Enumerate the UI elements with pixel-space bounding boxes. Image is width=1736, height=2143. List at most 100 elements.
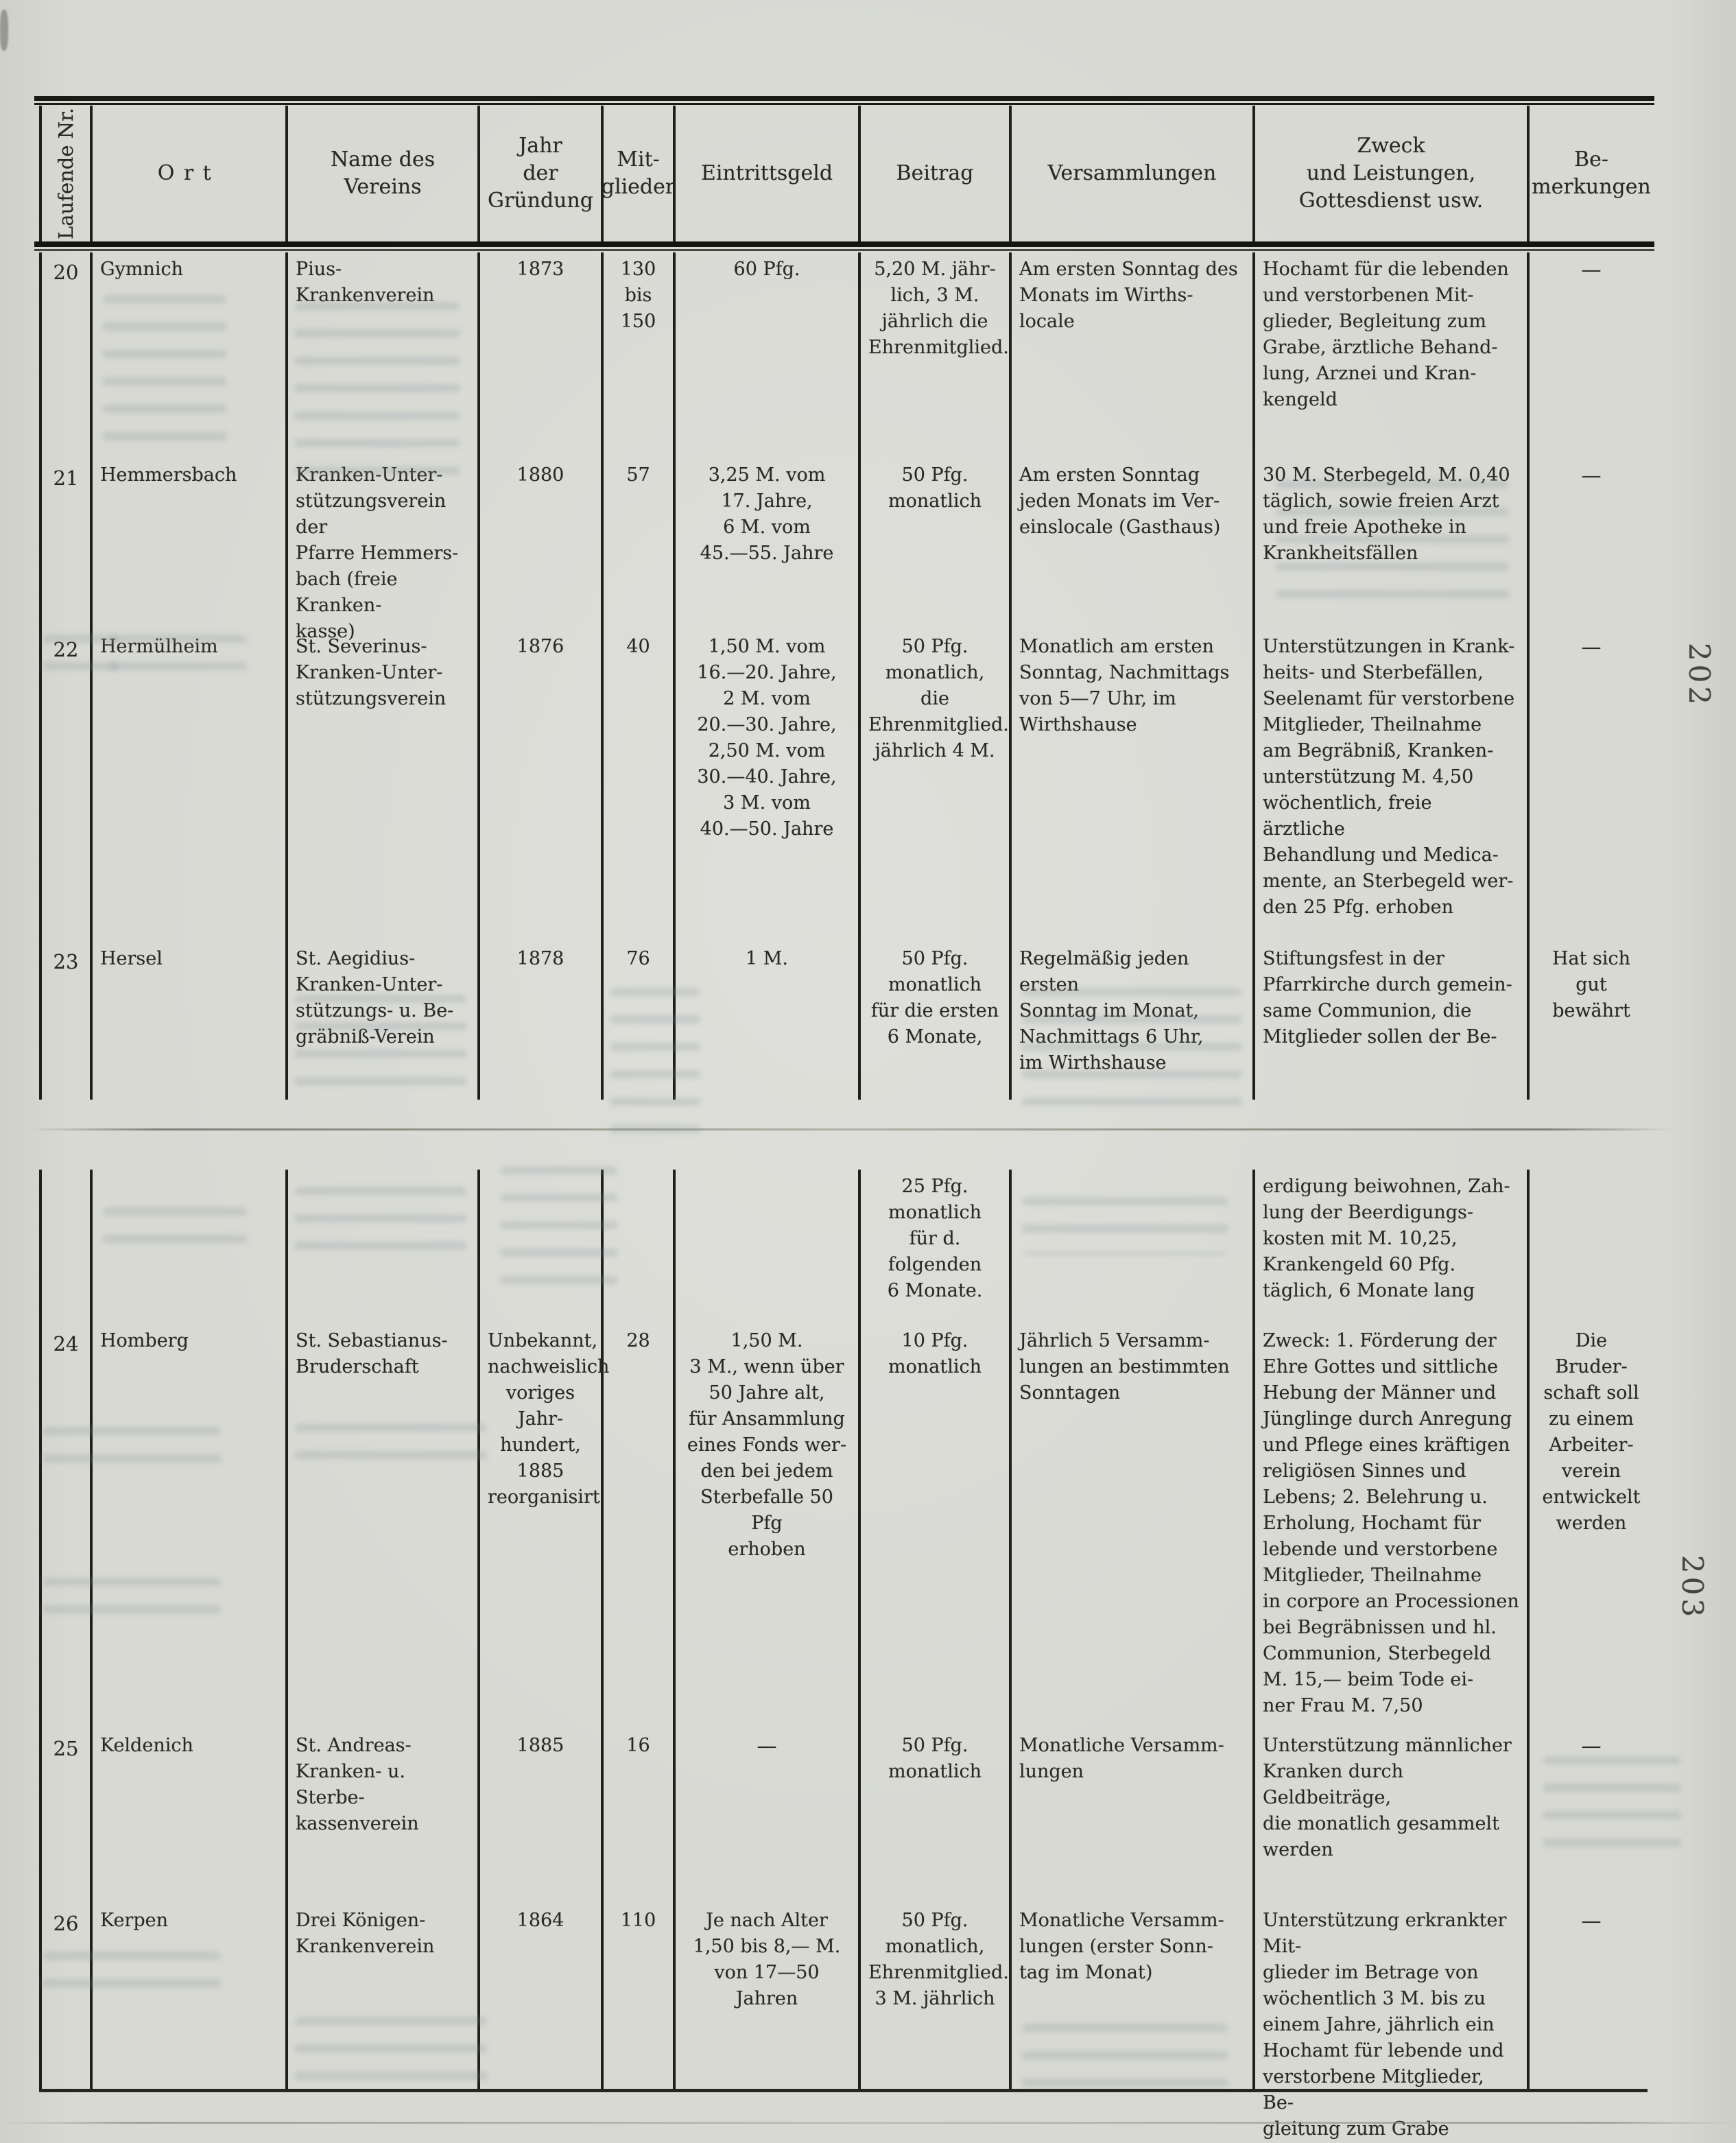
header-jahr-der-gruendung: Jahr der Gründung — [480, 106, 604, 241]
cell-zweck: Unterstützung männlicher Kranken durch G… — [1255, 1729, 1530, 1904]
cell-bemerkungen: — — [1581, 1909, 1602, 1932]
cell-zweck: Unterstützungen in Krank- heits- und Ste… — [1255, 630, 1530, 942]
cell-empty — [288, 1170, 480, 1324]
cell-versammlungen: Am ersten Sonntag jeden Monats im Ver- e… — [1012, 458, 1255, 630]
header-eintrittsgeld: Eintrittsgeld — [676, 106, 861, 241]
cell-zweck: Stiftungsfest in der Pfarrkirche durch g… — [1255, 942, 1530, 1100]
cell-zweck: 30 M. Sterbegeld, M. 0,40 täglich, sowie… — [1255, 458, 1530, 630]
header-zweck: Zweck und Leistungen, Gottesdienst usw. — [1255, 106, 1530, 241]
cell-ort: Homberg — [93, 1324, 288, 1729]
cell-ort: Hemmersbach — [93, 458, 288, 630]
cell-name: St. Andreas- Kranken- u. Sterbe- kassenv… — [288, 1729, 480, 1904]
cell-empty — [604, 1170, 676, 1324]
header-ort: Ort — [93, 106, 288, 241]
cell-mitglieder: 16 — [604, 1729, 676, 1904]
page-fold-crease — [27, 1128, 1674, 1130]
cell-beitrag: 10 Pfg. monatlich — [861, 1324, 1012, 1729]
cell-beitrag-continuation: 25 Pfg. monatlich für d. folgenden 6 Mon… — [861, 1170, 1012, 1324]
page-number-right: 203 — [1676, 1554, 1710, 1621]
cell-versammlungen: Am ersten Sonntag des Monats im Wirths- … — [1012, 252, 1255, 458]
cell-empty — [1012, 1170, 1255, 1324]
cell-zweck: Hochamt für die lebenden und verstorbene… — [1255, 252, 1530, 458]
cell-name: Drei Königen- Krankenverein — [288, 1904, 480, 2089]
cell-ort: Keldenich — [93, 1729, 288, 1904]
cell-jahr: 1880 — [480, 458, 604, 630]
cell-bemerkungen: — — [1581, 635, 1602, 659]
cell-beitrag: 5,20 M. jähr- lich, 3 M. jährlich die Eh… — [861, 252, 1012, 458]
cell-jahr: Unbekannt, nachweislich voriges Jahr- hu… — [480, 1324, 609, 1729]
cell-nr: 21 — [39, 458, 93, 630]
table-header: Laufende Nr. Ort Name des Vereins Jahr d… — [39, 106, 1653, 241]
cell-bemerkungen: Die Bruder- schaft soll zu einem Arbeite… — [1542, 1330, 1641, 1534]
cell-eintrittsgeld: 1,50 M. 3 M., wenn über 50 Jahre alt, fü… — [676, 1324, 861, 1729]
cell-mitglieder: 110 — [604, 1904, 676, 2089]
cell-mitglieder: 28 — [604, 1324, 676, 1729]
cell-name: St. Sebastianus- Bruderschaft — [288, 1324, 480, 1729]
cell-versammlungen: Monatliche Versamm- lungen (erster Sonn-… — [1012, 1904, 1255, 2089]
cell-versammlungen: Monatlich am ersten Sonntag, Nachmittags… — [1012, 630, 1255, 942]
cell-name: St. Aegidius- Kranken-Unter- stützungs- … — [288, 942, 480, 1100]
cell-nr: 24 — [39, 1324, 93, 1729]
cell-empty — [480, 1170, 604, 1324]
cell-versammlungen: Jährlich 5 Versamm- lungen an bestimmten… — [1012, 1324, 1255, 1729]
cell-jahr: 1878 — [480, 942, 604, 1100]
cell-jahr: 1885 — [480, 1729, 604, 1904]
cell-eintrittsgeld: 60 Pfg. — [676, 252, 861, 458]
cell-eintrittsgeld: 1 M. — [676, 942, 861, 1100]
cell-nr: 25 — [39, 1729, 93, 1904]
header-laufende-nr: Laufende Nr. — [39, 106, 93, 241]
cell-bemerkungen: — — [1581, 1734, 1602, 1757]
table-bottom-rule — [39, 2089, 1648, 2092]
cell-zweck: Zweck: 1. Förderung der Ehre Gottes und … — [1255, 1324, 1530, 1729]
cell-beitrag: 50 Pfg. monatlich, Ehrenmitglied. 3 M. j… — [861, 1904, 1012, 2089]
bottom-page-crease — [0, 2122, 1736, 2124]
cell-ort: Hersel — [93, 942, 288, 1100]
header-bottom-rule — [34, 241, 1654, 251]
cell-empty — [39, 1170, 93, 1324]
cell-jahr: 1873 — [480, 252, 604, 458]
header-versammlungen: Versammlungen — [1012, 106, 1255, 241]
cell-eintrittsgeld: 1,50 M. vom 16.—20. Jahre, 2 M. vom 20.—… — [676, 630, 861, 942]
cell-beitrag: 50 Pfg. monatlich für die ersten 6 Monat… — [861, 942, 1012, 1100]
cell-empty — [1530, 1170, 1653, 1324]
cell-mitglieder: 76 — [604, 942, 676, 1100]
header-bemerkungen: Be- merkungen — [1532, 147, 1651, 199]
cell-empty — [676, 1170, 861, 1324]
table-top-rule — [34, 96, 1654, 106]
cell-nr: 22 — [39, 630, 93, 942]
cell-jahr: 1876 — [480, 630, 604, 942]
cell-name: Pius-Krankenverein — [288, 252, 480, 458]
cell-ort: Gymnich — [93, 252, 288, 458]
cell-zweck: Unterstützung erkrankter Mit- glieder im… — [1255, 1904, 1530, 2140]
cell-name: St. Severinus- Kranken-Unter- stützungsv… — [288, 630, 480, 942]
scan-speck — [0, 10, 8, 51]
cell-bemerkungen: Hat sich gut bewährt — [1551, 948, 1631, 1021]
cell-beitrag: 50 Pfg. monatlich — [861, 1729, 1012, 1904]
cell-jahr: 1864 — [480, 1904, 604, 2089]
header-mitglieder: Mit- glieder — [602, 106, 676, 241]
cell-mitglieder: 130 bis 150 — [604, 252, 676, 458]
cell-ort: Kerpen — [93, 1904, 288, 2089]
cell-nr: 20 — [39, 252, 93, 458]
cell-eintrittsgeld: — — [676, 1729, 861, 1904]
cell-name: Kranken-Unter- stützungsverein der Pfarr… — [288, 458, 480, 642]
header-name-des-vereins: Name des Vereins — [288, 106, 480, 241]
cell-ort: Hermülheim — [93, 630, 288, 942]
header-beitrag: Beitrag — [861, 106, 1012, 241]
cell-nr: 23 — [39, 942, 93, 1100]
cell-beitrag: 50 Pfg. monatlich, die Ehrenmitglied. jä… — [861, 630, 1012, 942]
cell-versammlungen: Regelmäßig jeden ersten Sonntag im Monat… — [1012, 942, 1255, 1100]
cell-beitrag: 50 Pfg. monatlich — [861, 458, 1012, 630]
cell-bemerkungen: — — [1581, 258, 1602, 281]
cell-zweck-continuation: erdigung beiwohnen, Zah- lung der Beerdi… — [1255, 1170, 1530, 1324]
cell-eintrittsgeld: Je nach Alter 1,50 bis 8,— M. von 17—50 … — [676, 1904, 861, 2089]
cell-mitglieder: 57 — [604, 458, 676, 630]
table-block-2: 25 Pfg. monatlich für d. folgenden 6 Mon… — [39, 1170, 1653, 2140]
cell-bemerkungen: — — [1581, 464, 1602, 487]
table-block-1: 20 Gymnich Pius-Krankenverein 1873 130 b… — [39, 252, 1653, 1100]
header-laufende-nr-label: Laufende Nr. — [54, 108, 78, 240]
page-number-left: 202 — [1683, 642, 1717, 709]
cell-mitglieder: 40 — [604, 630, 676, 942]
cell-versammlungen: Monatliche Versamm- lungen — [1012, 1729, 1255, 1904]
